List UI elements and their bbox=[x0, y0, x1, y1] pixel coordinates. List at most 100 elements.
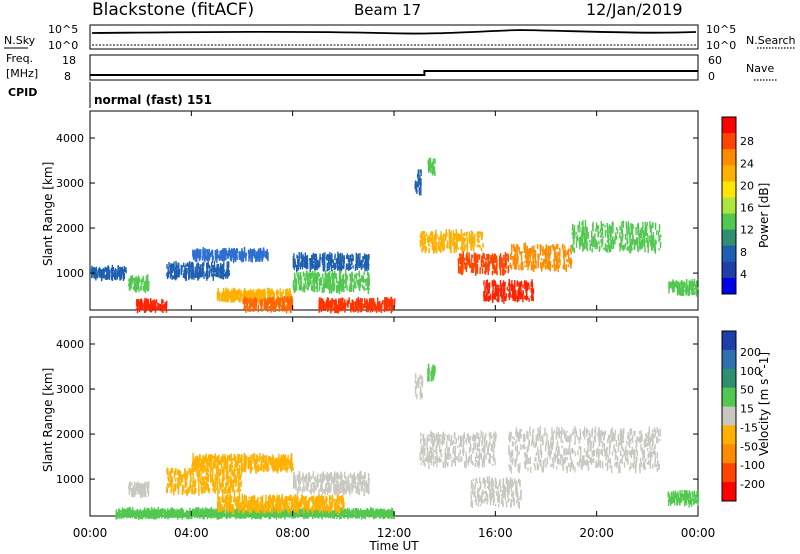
data-mark bbox=[612, 239, 615, 245]
data-mark bbox=[267, 298, 269, 304]
data-mark bbox=[153, 306, 155, 311]
data-mark bbox=[148, 481, 150, 489]
data-mark bbox=[462, 265, 464, 272]
data-mark bbox=[102, 276, 104, 279]
data-mark bbox=[178, 268, 181, 274]
data-mark bbox=[293, 265, 295, 270]
data-mark bbox=[478, 244, 480, 248]
data-mark bbox=[678, 285, 680, 293]
data-mark bbox=[480, 231, 482, 236]
data-mark bbox=[657, 230, 660, 237]
data-mark bbox=[300, 287, 303, 291]
data-mark bbox=[566, 259, 568, 262]
data-band-0 bbox=[128, 481, 150, 499]
data-mark bbox=[252, 249, 254, 256]
data-mark bbox=[587, 232, 589, 238]
data-mark bbox=[147, 286, 150, 292]
data-mark bbox=[570, 260, 572, 269]
data-mark bbox=[131, 482, 133, 486]
data-mark bbox=[355, 281, 357, 285]
data-mark bbox=[334, 305, 337, 313]
data-mark bbox=[491, 270, 494, 276]
data-mark bbox=[341, 287, 344, 290]
data-mark bbox=[135, 308, 138, 311]
data-mark bbox=[240, 511, 242, 514]
data-mark bbox=[501, 295, 503, 300]
data-mark bbox=[280, 305, 282, 311]
data-mark bbox=[319, 253, 321, 258]
data-mark bbox=[297, 256, 299, 259]
data-mark bbox=[344, 280, 346, 285]
data-mark bbox=[190, 262, 193, 268]
data-mark bbox=[419, 175, 421, 183]
data-mark bbox=[341, 300, 343, 305]
data-mark bbox=[355, 285, 357, 288]
data-mark bbox=[186, 262, 189, 267]
data-mark bbox=[350, 267, 352, 270]
data-mark bbox=[331, 298, 333, 303]
data-mark bbox=[129, 510, 131, 518]
data-mark bbox=[508, 280, 511, 288]
nsky-tick-top: 10^5 bbox=[48, 23, 78, 36]
data-mark bbox=[253, 248, 255, 256]
data-mark bbox=[367, 272, 370, 276]
data-mark bbox=[435, 234, 437, 240]
data-mark bbox=[254, 250, 256, 256]
data-mark bbox=[352, 285, 355, 293]
data-mark bbox=[619, 225, 621, 231]
data-mark bbox=[138, 492, 140, 495]
data-mark bbox=[481, 257, 484, 263]
data-mark bbox=[137, 275, 140, 280]
data-mark bbox=[649, 235, 651, 243]
data-mark bbox=[475, 257, 477, 263]
data-mark bbox=[514, 250, 517, 258]
data-mark bbox=[596, 246, 599, 249]
data-mark bbox=[636, 237, 638, 243]
data-mark bbox=[577, 226, 579, 233]
data-mark bbox=[357, 257, 359, 262]
data-mark bbox=[252, 306, 254, 312]
data-mark bbox=[144, 281, 146, 288]
data-mark bbox=[673, 284, 675, 292]
data-mark bbox=[531, 265, 533, 271]
data-mark bbox=[264, 288, 266, 297]
data-mark bbox=[365, 254, 367, 261]
data-mark bbox=[124, 509, 126, 514]
data-mark bbox=[177, 272, 180, 275]
data-mark bbox=[281, 296, 284, 303]
data-mark bbox=[677, 284, 679, 293]
data-mark bbox=[136, 277, 139, 281]
data-mark bbox=[488, 254, 490, 260]
data-mark bbox=[119, 267, 121, 274]
data-mark bbox=[330, 284, 333, 290]
data-mark bbox=[370, 507, 373, 515]
data-mark bbox=[487, 289, 489, 295]
data-mark bbox=[226, 295, 228, 301]
data-mark bbox=[323, 265, 325, 272]
data-mark bbox=[263, 249, 265, 257]
data-mark bbox=[488, 260, 491, 266]
data-mark bbox=[257, 307, 259, 313]
data-mark bbox=[527, 259, 529, 265]
data-mark bbox=[117, 512, 119, 515]
data-mark bbox=[224, 514, 226, 518]
data-mark bbox=[537, 260, 539, 269]
data-mark bbox=[359, 511, 361, 515]
data-mark bbox=[343, 259, 345, 264]
data-mark bbox=[329, 514, 331, 518]
data-mark bbox=[668, 290, 670, 294]
data-mark bbox=[215, 510, 217, 516]
data-mark bbox=[359, 253, 361, 260]
data-mark bbox=[620, 243, 623, 248]
data-mark bbox=[676, 282, 678, 287]
data-mark bbox=[389, 303, 391, 310]
data-mark bbox=[281, 510, 284, 515]
data-mark bbox=[197, 262, 199, 269]
data-mark bbox=[314, 275, 317, 282]
data-mark bbox=[487, 259, 489, 266]
data-mark bbox=[430, 236, 432, 240]
data-mark bbox=[260, 291, 262, 297]
data-mark bbox=[252, 293, 254, 299]
data-mark bbox=[606, 233, 609, 238]
colorbar-swatch bbox=[722, 197, 736, 215]
